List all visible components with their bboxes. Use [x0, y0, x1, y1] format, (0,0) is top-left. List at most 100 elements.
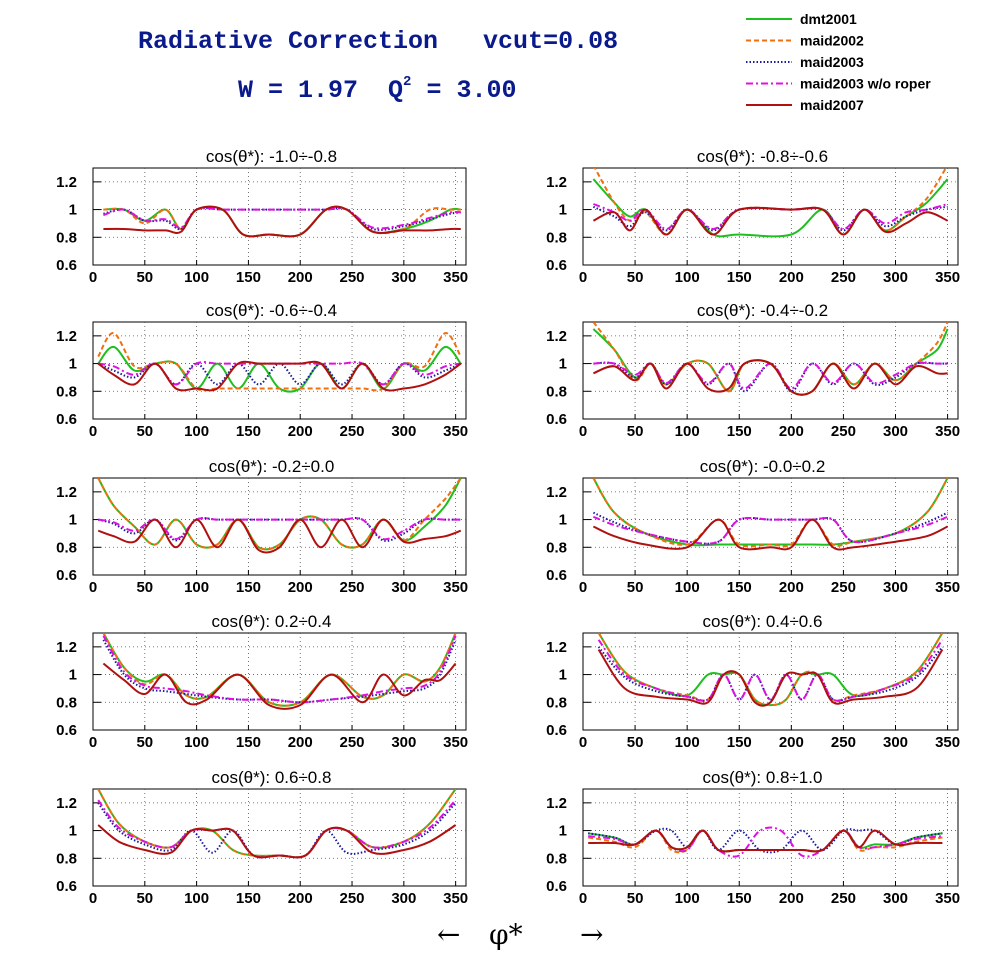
- y-tick-label: 0.6: [546, 257, 567, 274]
- y-tick-label: 0.8: [546, 383, 567, 400]
- x-tick-label: 150: [236, 423, 261, 440]
- x-tick-label: 50: [627, 423, 644, 440]
- x-tick-label: 350: [443, 579, 468, 596]
- plot-frame: [582, 167, 959, 266]
- y-tick-label: 1: [559, 202, 567, 219]
- panel: cos(θ*): 0.8÷1.0 0 50 100 150 200 250 300 350 0.6…: [546, 768, 960, 907]
- x-tick-label: 200: [779, 579, 804, 596]
- x-tick-label: 100: [675, 269, 700, 286]
- y-tick-label: 0.6: [56, 411, 77, 428]
- panel-title: cos(θ*): -0.8÷-0.6: [697, 147, 828, 166]
- subtitle-suffix: = 3.00: [411, 76, 516, 105]
- series-line-maid2007: [97, 360, 462, 392]
- plot-frame: [582, 632, 959, 731]
- series-line-maid2003-w-o-roper: [97, 799, 457, 859]
- x-tick-label: 250: [831, 579, 856, 596]
- legend-label: maid2003: [800, 54, 864, 70]
- x-tick-label: 50: [627, 269, 644, 286]
- y-tick-label: 1.2: [546, 639, 567, 656]
- series-line-maid2002: [97, 789, 457, 859]
- y-tick-label: 0.6: [546, 722, 567, 739]
- plot-frame: [582, 477, 959, 576]
- series-line-maid2002: [97, 332, 462, 392]
- x-axis-label: φ*: [489, 918, 523, 951]
- x-tick-label: 0: [89, 423, 97, 440]
- panel-title: cos(θ*): -1.0÷-0.8: [206, 147, 337, 166]
- series-line-maid2002: [592, 478, 949, 548]
- x-tick-label: 150: [236, 890, 261, 907]
- x-tick-label: 300: [391, 734, 416, 751]
- x-tick-label: 250: [340, 269, 365, 286]
- x-tick-label: 50: [136, 423, 153, 440]
- legend-label: maid2003 w/o roper: [800, 76, 931, 92]
- panel: cos(θ*): -0.8÷-0.6 0 50 100 150 200 250 300 350 0…: [546, 147, 960, 286]
- x-tick-label: 50: [136, 269, 153, 286]
- series-line-maid2003: [592, 205, 948, 232]
- x-tick-label: 350: [935, 269, 960, 286]
- x-tick-label: 300: [391, 579, 416, 596]
- y-tick-label: 1: [69, 667, 77, 684]
- x-tick-label: 250: [340, 423, 365, 440]
- series-line-maid2003: [103, 207, 461, 231]
- x-tick-label: 200: [779, 269, 804, 286]
- x-tick-label: 50: [136, 734, 153, 751]
- x-tick-label: 0: [89, 734, 97, 751]
- x-tick-label: 0: [89, 890, 97, 907]
- legend-label: maid2002: [800, 33, 864, 49]
- x-tick-label: 50: [136, 579, 153, 596]
- panel-title: cos(θ*): -0.6÷-0.4: [206, 301, 337, 320]
- series-line-maid2002: [593, 168, 948, 236]
- x-tick-label: 300: [883, 890, 908, 907]
- x-tick-label: 100: [184, 423, 209, 440]
- x-tick-label: 350: [935, 579, 960, 596]
- legend-label: maid2007: [800, 97, 864, 113]
- y-tick-label: 0.8: [546, 229, 567, 246]
- series-line-maid2007: [588, 829, 943, 853]
- series-line-dmt2001: [102, 633, 457, 707]
- x-tick-label: 0: [579, 269, 587, 286]
- x-tick-label: 150: [727, 734, 752, 751]
- x-tick-label: 50: [627, 890, 644, 907]
- x-tick-label: 200: [288, 423, 313, 440]
- x-tick-label: 350: [935, 890, 960, 907]
- y-tick-label: 0.8: [546, 539, 567, 556]
- plot-frame: [582, 321, 959, 420]
- y-tick-label: 0.6: [56, 257, 77, 274]
- main-title: Radiative Correction vcut=0.08: [138, 27, 618, 56]
- subtitle-prefix: W = 1.97 Q: [238, 76, 403, 105]
- x-tick-label: 150: [727, 890, 752, 907]
- y-tick-label: 1: [69, 356, 77, 373]
- y-tick-label: 1: [69, 823, 77, 840]
- plot-frame: [92, 788, 467, 887]
- subtitle-kinematics: W = 1.97 Q2 = 3.00: [238, 74, 516, 105]
- series-line-maid2007: [592, 206, 949, 236]
- panel: cos(θ*): -0.2÷0.0 0 50 100 150 200 250 300 350 0.…: [56, 457, 468, 596]
- x-tick-label: 300: [883, 269, 908, 286]
- series-line-maid2007: [593, 359, 948, 396]
- x-tick-label: 100: [675, 890, 700, 907]
- y-tick-label: 0.6: [546, 567, 567, 584]
- x-tick-label: 0: [579, 890, 587, 907]
- series-line-maid2007: [592, 518, 949, 551]
- x-tick-label: 0: [579, 734, 587, 751]
- series-line-dmt2001: [597, 633, 944, 707]
- x-tick-label: 350: [443, 269, 468, 286]
- x-tick-label: 150: [236, 734, 261, 751]
- y-tick-label: 0.8: [56, 229, 77, 246]
- panel: cos(θ*): 0.6÷0.8 0 50 100 150 200 250 300 350 0.6…: [56, 768, 468, 907]
- x-tick-label: 300: [391, 269, 416, 286]
- y-tick-label: 1: [559, 356, 567, 373]
- x-tick-label: 200: [779, 734, 804, 751]
- panel: cos(θ*): -1.0÷-0.8 0 50 100 150 200 250 300 350 0…: [56, 147, 468, 286]
- x-tick-label: 200: [779, 423, 804, 440]
- x-tick-label: 100: [184, 579, 209, 596]
- series-line-maid2003: [102, 639, 457, 704]
- x-tick-label: 250: [340, 890, 365, 907]
- y-tick-label: 1: [69, 512, 77, 529]
- series-line-maid2003: [597, 646, 944, 702]
- x-tick-label: 300: [391, 890, 416, 907]
- y-tick-label: 0.8: [56, 383, 77, 400]
- x-tick-label: 0: [89, 579, 97, 596]
- x-tick-label: 300: [391, 423, 416, 440]
